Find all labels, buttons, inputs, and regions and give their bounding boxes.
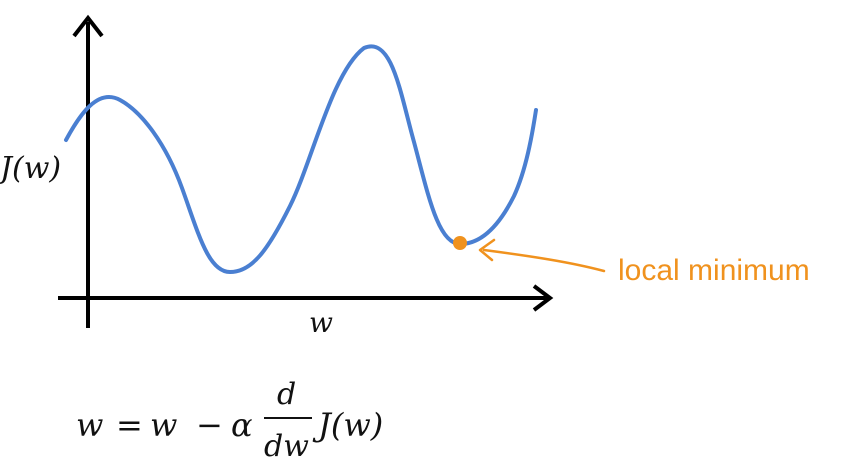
x-axis-arrowhead <box>532 284 554 312</box>
formula-equals: = <box>116 406 143 444</box>
formula-numerator: d <box>277 377 296 412</box>
formula-denominator: dw <box>264 429 309 464</box>
formula-function: J(w) <box>312 406 383 444</box>
formula-w: w <box>150 406 177 444</box>
y-axis-arrowhead <box>72 14 104 38</box>
local-minimum-point <box>453 236 467 250</box>
x-axis-label: w <box>309 306 333 339</box>
annotation-arrow <box>482 248 606 273</box>
local-minimum-label: local minimum <box>618 254 810 287</box>
formula-minus: − <box>196 406 223 444</box>
annotation-arrowhead <box>478 238 496 262</box>
update-rule-formula: w = w − α d dw J(w) <box>76 377 383 464</box>
cost-curve <box>64 44 538 275</box>
formula-lhs: w <box>76 406 103 444</box>
formula-alpha: α <box>231 406 253 444</box>
y-axis-label: J(w) <box>0 151 61 186</box>
